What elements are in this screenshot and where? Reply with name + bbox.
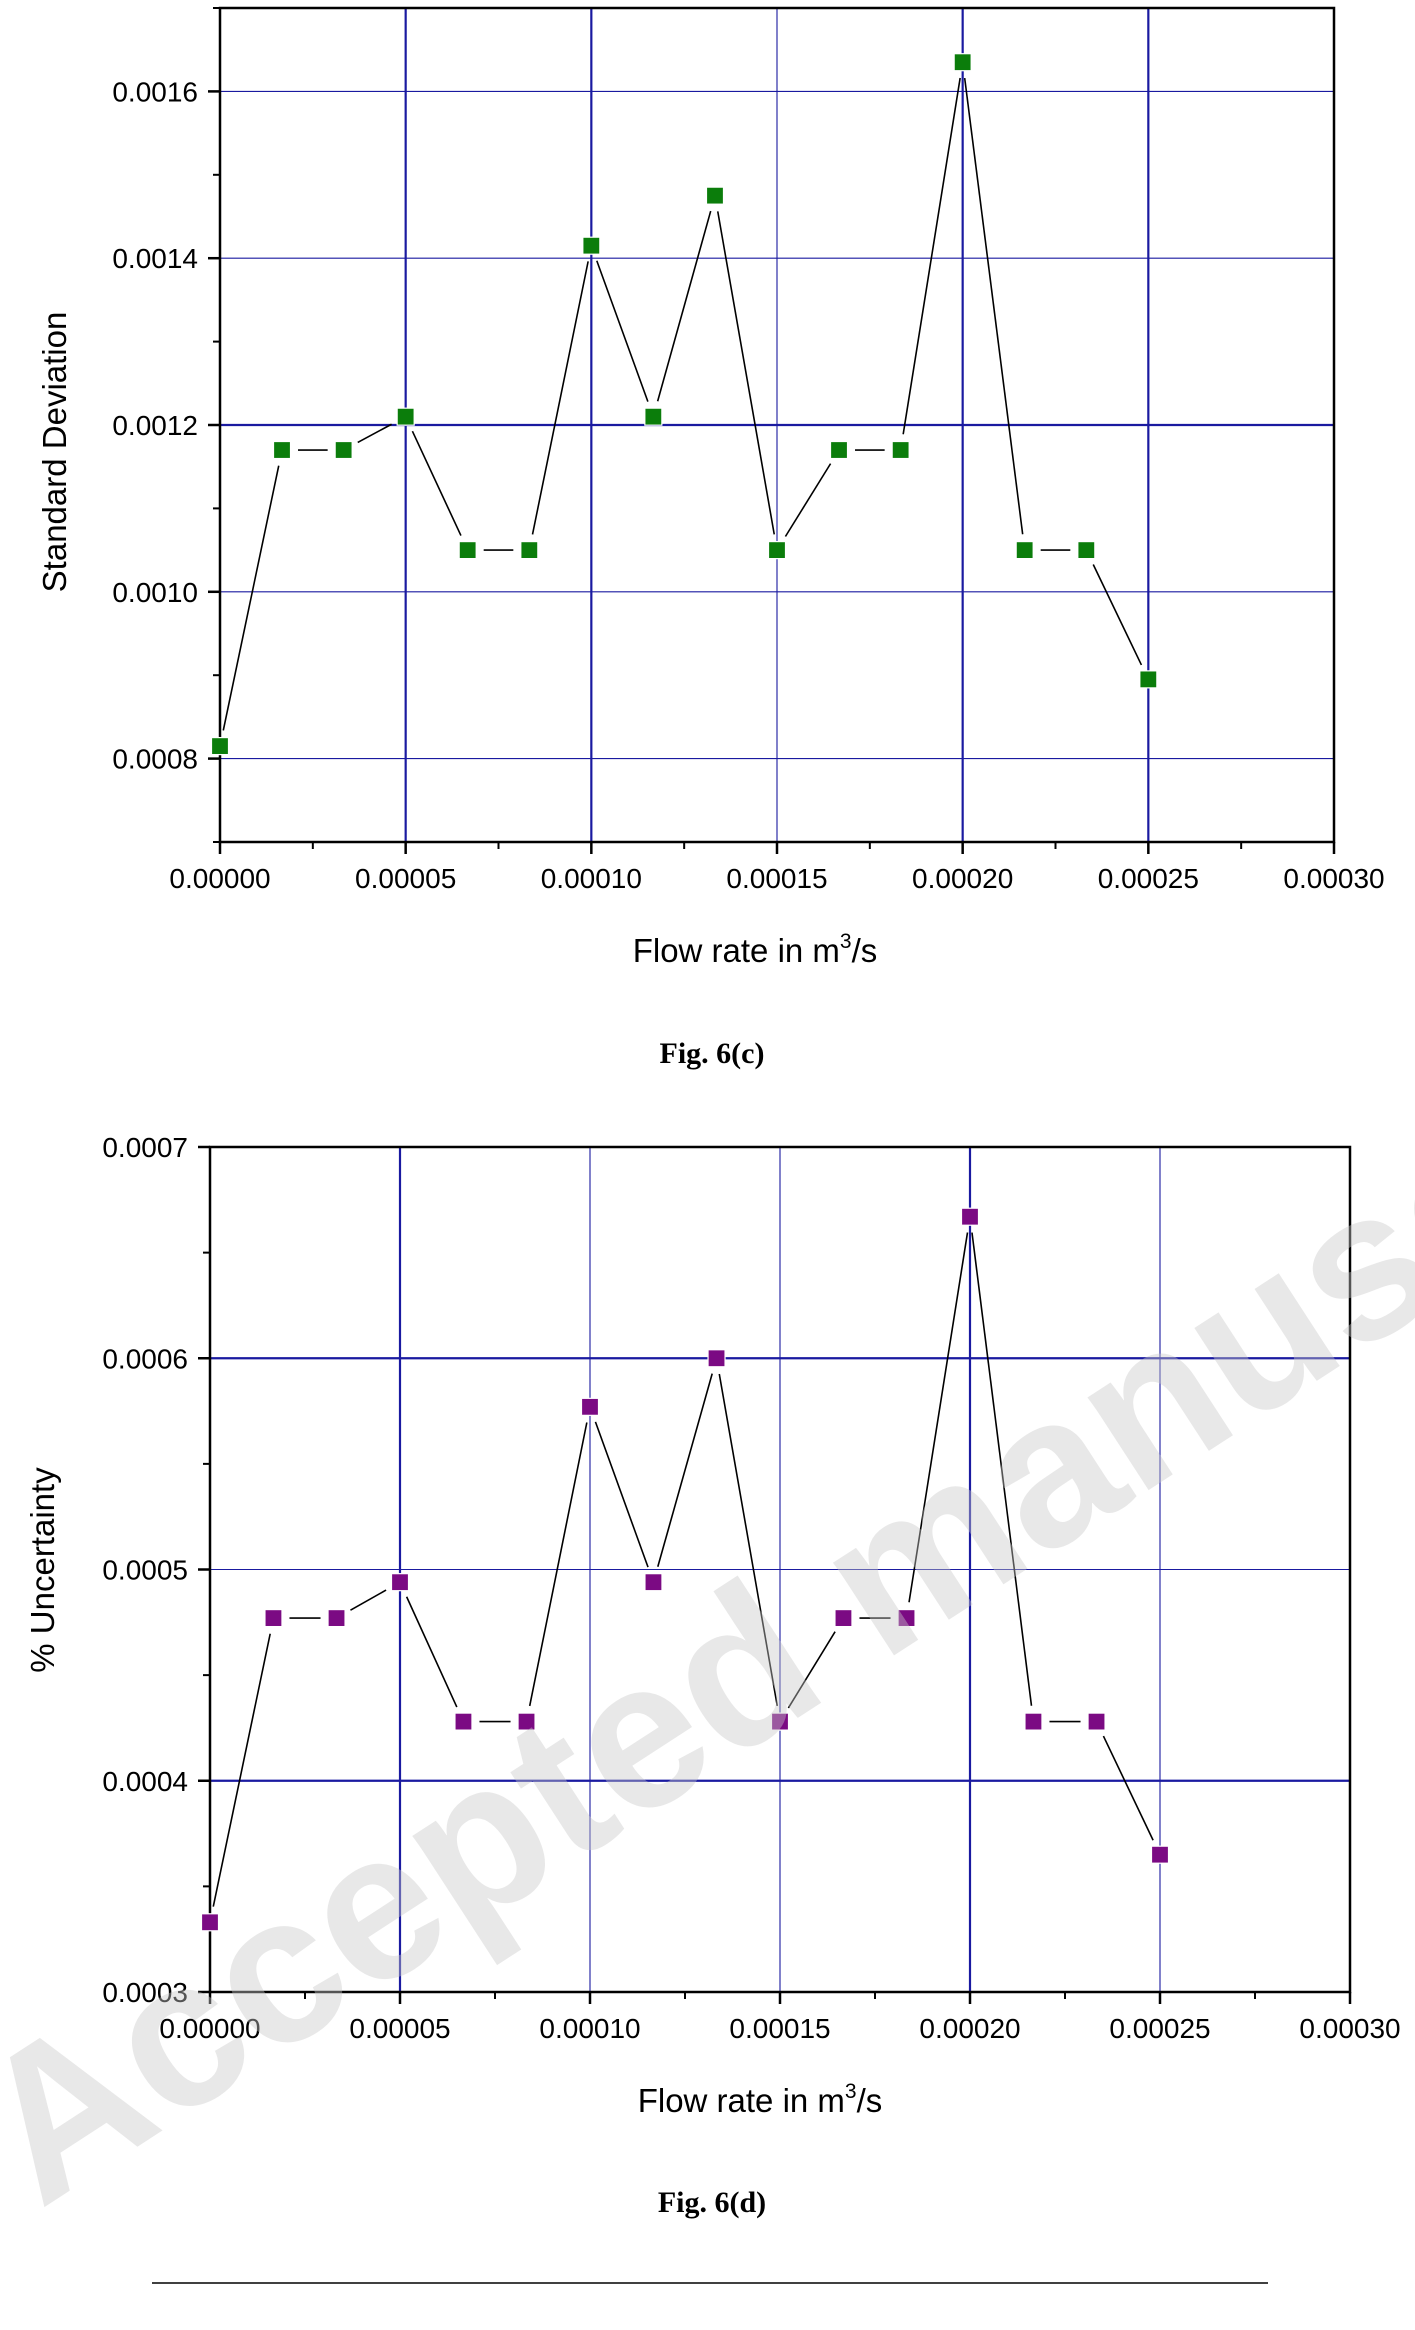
chart-c-series-line-segment: [963, 77, 1024, 535]
chart-d-series-line-segment: [405, 1596, 458, 1708]
chart-c-data-point: [705, 186, 725, 205]
chart-d-y-tick-label: 0.0007: [102, 1132, 188, 1163]
chart-c-x-tick-label: 0.00010: [541, 863, 642, 894]
chart-d-series-line-segment: [718, 1373, 779, 1706]
chart-d-y-tick-label: 0.0004: [102, 1766, 188, 1797]
chart-c-x-axis-label: Flow rate in m3/s: [633, 930, 878, 969]
chart-d-x-tick-label: 0.00010: [539, 2013, 640, 2044]
chart-d-data-point: [1087, 1712, 1106, 1731]
chart-c-data-point: [334, 440, 353, 460]
chart-d-series-line-segment: [971, 1232, 1033, 1706]
chart-d-data-point: [1024, 1712, 1043, 1731]
chart-d-series-line-segment: [528, 1422, 588, 1707]
chart-d-ticks: [198, 1145, 1352, 2004]
chart-c-data-point: [210, 736, 230, 756]
chart-c-tick-labels: 0.00000 0.00005 0.00010 0.00015 0.00020 0.000…: [112, 76, 1384, 894]
chart-d-data-point: [770, 1712, 790, 1731]
chart-c-series-line-segment: [357, 423, 392, 444]
chart-c-grid: [220, 8, 1334, 842]
chart-d-x-tick-label: 0.00015: [729, 2013, 830, 2044]
chart-c-data-point: [1139, 670, 1158, 689]
chart-c-data-point: [272, 440, 292, 460]
chart-c-x-tick-label: 0.00015: [726, 863, 827, 894]
chart-d-data-point: [834, 1608, 853, 1628]
chart-c-series-line-segment: [222, 465, 280, 731]
chart-c-y-axis-label: Standard Deviation: [36, 312, 73, 593]
chart-d-tick-labels: 0.00000 0.00005 0.00010 0.00015 0.00020 0.000…: [102, 1132, 1400, 2044]
chart-c-series-line-segment: [531, 261, 589, 535]
chart-d-data-point: [454, 1712, 473, 1731]
chart-d-data-point: [517, 1712, 536, 1731]
chart-d-x-tick-label: 0.00020: [919, 2013, 1020, 2044]
chart-c-x-tick-label: 0.00030: [1283, 863, 1384, 894]
chart-c-y-tick-label: 0.0016: [112, 76, 198, 107]
chart-c-x-tick-label: 0.00025: [1098, 863, 1199, 894]
chart-c-x-tick-label: 0.00000: [169, 863, 270, 894]
chart-d-series-line-segment: [657, 1373, 713, 1567]
chart-d-data-point: [264, 1608, 283, 1628]
chart-d-x-tick-label: 0.00025: [1109, 2013, 1210, 2044]
chart-c-data-point: [1015, 540, 1034, 560]
chart-d-data-point: [580, 1397, 600, 1416]
chart-d-grid: [210, 1147, 1350, 1992]
chart-c-series-line-segment: [656, 210, 712, 402]
chart-c-series-line-segment: [1092, 564, 1143, 666]
chart-c-data-point: [520, 540, 539, 560]
chart-c-y-tick-label: 0.0012: [112, 410, 198, 441]
chart-d-y-tick-label: 0.0003: [102, 1977, 188, 2008]
chart-d-y-axis-label: % Uncertainty: [24, 1467, 61, 1673]
chart-d-data-point: [644, 1573, 663, 1592]
chart-d-data-point: [1150, 1845, 1170, 1864]
chart-d-series-line-segment: [594, 1421, 649, 1568]
chart-c-data-point: [458, 540, 477, 560]
chart-standard-deviation: 0.00000 0.00005 0.00010 0.00015 0.00020 0.000…: [36, 6, 1385, 1070]
chart-c-data-point: [582, 236, 601, 255]
chart-d-series-line-segment: [908, 1232, 969, 1603]
chart-d-x-tick-label: 0.00005: [349, 2013, 450, 2044]
chart-d-caption: Fig. 6(d): [658, 2186, 766, 2219]
chart-c-x-tick-label: 0.00005: [355, 863, 456, 894]
chart-c-x-tick-label: 0.00020: [912, 863, 1013, 894]
chart-c-data-point: [829, 440, 849, 460]
chart-c-y-tick-label: 0.0010: [112, 577, 198, 608]
chart-d-data-point: [707, 1349, 726, 1368]
chart-percent-uncertainty: 0.00000 0.00005 0.00010 0.00015 0.00020 0.000…: [24, 1132, 1401, 2219]
chart-d-data-point: [327, 1608, 346, 1628]
chart-c-series: [210, 53, 1158, 756]
chart-c-y-tick-label: 0.0014: [112, 243, 198, 274]
chart-d-series: [200, 1207, 1170, 1932]
chart-c-series-line-segment: [716, 211, 776, 535]
chart-d-data-point: [960, 1207, 980, 1226]
chart-d-y-tick-label: 0.0006: [102, 1343, 188, 1374]
chart-c-data-point: [891, 440, 910, 460]
chart-d-x-axis-label: Flow rate in m3/s: [638, 2080, 883, 2119]
chart-c-data-point: [396, 407, 415, 426]
chart-c-ticks: [208, 7, 1336, 854]
chart-d-series-line-segment: [787, 1631, 836, 1709]
chart-d-series-line-segment: [1102, 1735, 1154, 1841]
chart-c-series-line-segment: [411, 430, 462, 536]
chart-c-data-point: [767, 540, 787, 560]
chart-d-data-point: [390, 1573, 410, 1592]
chart-d-y-tick-label: 0.0005: [102, 1555, 188, 1586]
chart-c-data-point: [953, 53, 972, 72]
chart-d-data-point: [897, 1608, 916, 1628]
chart-d-series-line-segment: [350, 1589, 387, 1611]
chart-c-series-line-segment: [784, 463, 832, 537]
chart-d-data-point: [200, 1913, 220, 1932]
chart-c-series-line-segment: [902, 77, 961, 435]
chart-c-data-point: [1077, 540, 1096, 560]
chart-c-caption: Fig. 6(c): [660, 1037, 765, 1070]
chart-d-x-tick-label: 0.00000: [159, 2013, 260, 2044]
chart-d-series-line-segment: [212, 1633, 271, 1907]
chart-d-x-tick-label: 0.00030: [1299, 2013, 1400, 2044]
chart-c-series-line-segment: [596, 260, 649, 402]
chart-c-y-tick-label: 0.0008: [112, 744, 198, 775]
chart-c-data-point: [644, 407, 663, 426]
